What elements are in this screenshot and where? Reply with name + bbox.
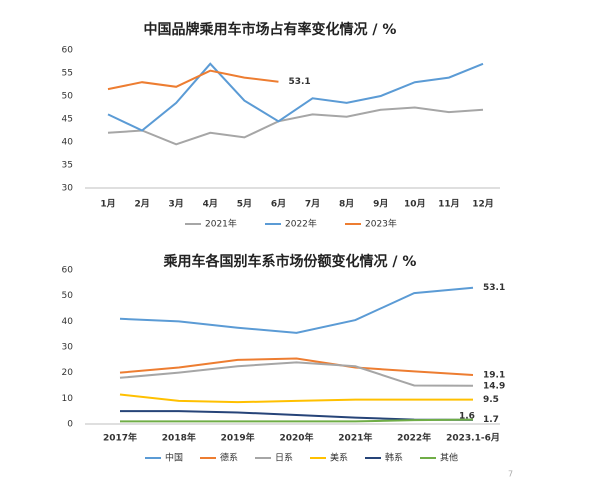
x-tick-label: 2020年: [279, 432, 313, 444]
y-tick-label: 35: [62, 161, 73, 171]
x-tick-label: 4月: [203, 199, 218, 210]
data-label: 14.9: [483, 381, 505, 391]
data-label: 53.1: [483, 283, 505, 293]
series-line: [119, 286, 474, 334]
x-tick-label: 12月: [472, 199, 494, 210]
y-tick-label: 55: [62, 69, 73, 79]
data-label: 9.5: [483, 395, 499, 405]
x-tick-label: 2022年: [397, 432, 431, 444]
y-tick-label: 0: [67, 420, 73, 430]
x-tick-label: 2019年: [221, 432, 255, 444]
data-label: 1.7: [483, 415, 499, 425]
series-line: [107, 69, 279, 91]
x-tick-label: 6月: [271, 199, 286, 210]
chart-title: 乘用车各国别车系市场份额变化情况 / %: [163, 253, 417, 270]
data-label: 1.6: [459, 411, 475, 421]
y-tick-label: 50: [62, 291, 74, 301]
legend-label: 中国: [165, 452, 183, 464]
series-line: [119, 361, 474, 387]
x-tick-label: 11月: [438, 199, 460, 210]
y-tick-label: 60: [62, 266, 74, 276]
legend-label: 2022年: [285, 218, 317, 230]
legend-label: 2023年: [365, 218, 397, 230]
series-line: [107, 106, 484, 146]
legend-label: 德系: [220, 452, 238, 464]
series-line: [119, 357, 474, 376]
y-tick-label: 10: [62, 394, 74, 404]
y-tick-label: 50: [62, 92, 74, 102]
legend-label: 美系: [330, 452, 348, 464]
series-line: [107, 62, 484, 132]
x-tick-label: 2月: [134, 199, 149, 210]
y-tick-label: 60: [62, 46, 74, 56]
legend-label: 其他: [440, 452, 458, 464]
x-tick-label: 2023.1-6月: [446, 433, 500, 444]
x-tick-label: 2017年: [103, 432, 137, 444]
data-label: 19.1: [483, 370, 505, 380]
y-tick-label: 30: [62, 184, 74, 194]
data-label: 53.1: [288, 77, 310, 87]
x-tick-label: 3月: [169, 199, 184, 210]
x-tick-label: 2021年: [338, 432, 372, 444]
legend-label: 日系: [275, 453, 293, 464]
x-tick-label: 9月: [373, 199, 388, 210]
page-number: 7: [508, 470, 513, 479]
series-line: [120, 418, 474, 423]
y-tick-label: 30: [62, 343, 74, 353]
x-tick-label: 1月: [100, 199, 115, 210]
x-tick-label: 7月: [305, 199, 320, 210]
y-tick-label: 40: [62, 317, 74, 327]
y-tick-label: 45: [62, 115, 73, 125]
legend-label: 2021年: [205, 218, 237, 230]
x-tick-label: 2018年: [162, 432, 196, 444]
x-tick-label: 8月: [339, 199, 354, 210]
y-tick-label: 20: [62, 368, 74, 378]
x-tick-label: 5月: [237, 199, 252, 210]
series-line: [119, 393, 473, 404]
chart-title: 中国品牌乘用车市场占有率变化情况 / %: [144, 21, 397, 38]
legend-label: 韩系: [385, 452, 403, 464]
x-tick-label: 10月: [404, 199, 426, 210]
y-tick-label: 40: [62, 138, 74, 148]
